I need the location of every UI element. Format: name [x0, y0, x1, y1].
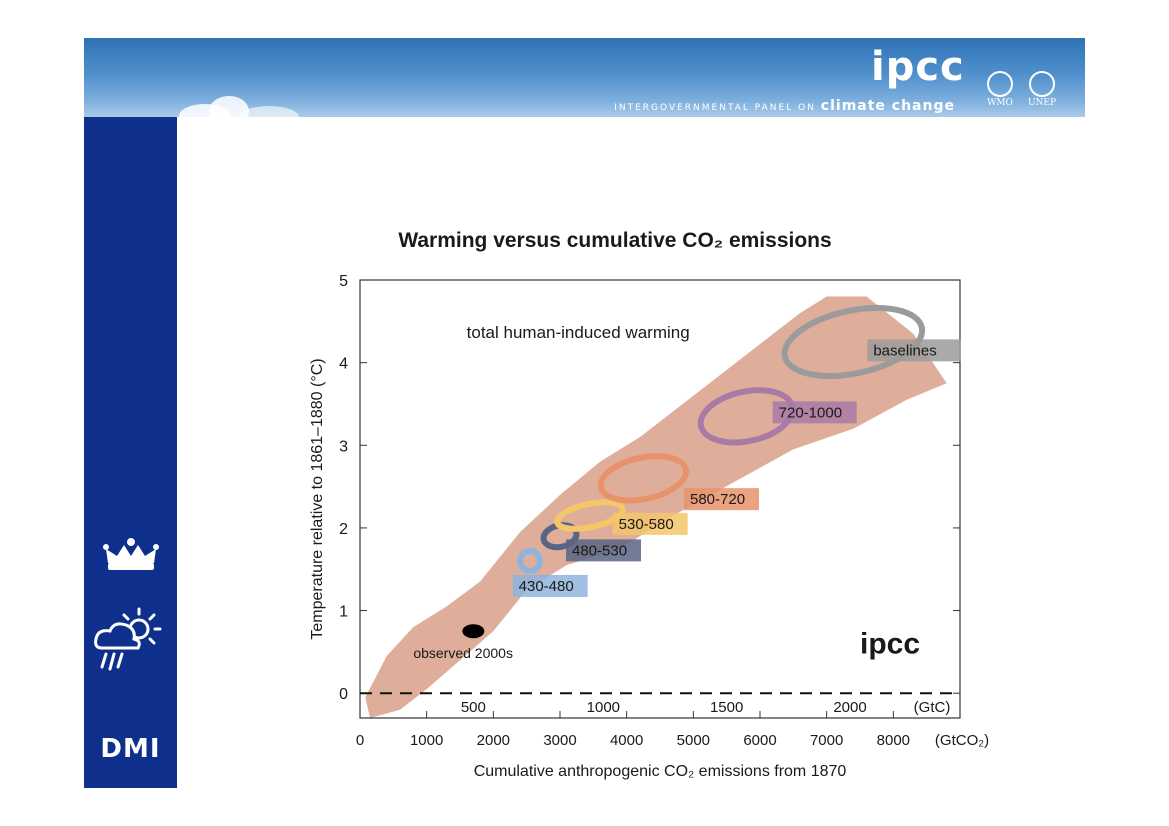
scenario-ellipse [517, 548, 543, 574]
org-name-text: INTERGOVERNMENTAL PANEL ON [614, 103, 816, 113]
secondary-x-tick-label: 2000 [833, 699, 866, 716]
ipcc-watermark: ipcc [860, 628, 920, 661]
scenario-label: 530-580 [619, 516, 674, 533]
plot-frame [359, 279, 961, 719]
scenario-label: 580-720 [690, 491, 745, 508]
y-tick-label: 4 [339, 356, 348, 373]
scenario-label-bg [512, 574, 588, 597]
scenario-ellipse [597, 453, 689, 504]
scenario-label: 430-480 [519, 578, 574, 595]
wmo-logo: WMO [982, 71, 1018, 108]
unep-logo: UNEP [1024, 71, 1060, 108]
ipcc-org-name: INTERGOVERNMENTAL PANEL ON climate chang… [614, 98, 955, 114]
warming-chart: Warming versus cumulative CO₂ emissions … [309, 229, 989, 780]
x-tick-label: 6000 [743, 732, 776, 749]
y-tick-label: 3 [339, 438, 348, 455]
secondary-x-tick-label: 1500 [710, 699, 743, 716]
plot-area: total human-induced warming 0 1 2 3 4 5 0 1000 20… [309, 273, 989, 780]
org-name-climate-change: climate change [820, 98, 955, 114]
y-tick-label: 5 [339, 273, 348, 290]
x-tick-label: 7000 [810, 732, 843, 749]
y-tick-label: 2 [339, 521, 348, 538]
x-axis-label: Cumulative anthropogenic CO₂ emissions f… [474, 763, 847, 780]
y-axis-label: Temperature relative to 1861–1880 (°C) [309, 358, 326, 639]
scenario-label-bg [684, 488, 759, 511]
unep-emblem-icon [1029, 71, 1055, 97]
ipcc-logo: ipcc [871, 44, 965, 90]
dmi-emblem [94, 538, 162, 671]
weather-sun-cloud-rain-icon [94, 607, 162, 671]
observed-point [462, 624, 485, 639]
scenario-label: baselines [873, 342, 936, 359]
x-tick-label: 0 [356, 732, 364, 749]
x-tick-label: 8000 [877, 732, 910, 749]
observed-label: observed 2000s [413, 645, 513, 661]
secondary-x-unit-label: (GtC) [914, 699, 951, 716]
scenario-ellipse [781, 304, 926, 379]
y-tick-label: 1 [339, 604, 348, 621]
x-tick-label: 4000 [610, 732, 643, 749]
x-unit-label: (GtCO₂) [935, 732, 989, 749]
wmo-label: WMO [987, 98, 1013, 108]
dmi-sidebar: DMI [84, 117, 177, 788]
secondary-x-tick-label: 500 [461, 699, 486, 716]
crown-icon [103, 538, 159, 570]
x-tick-label: 1000 [410, 732, 443, 749]
unep-label: UNEP [1027, 98, 1057, 108]
x-tick-label: 5000 [677, 732, 710, 749]
chart-title: Warming versus cumulative CO₂ emissions [398, 229, 831, 252]
band-label: total human-induced warming [467, 323, 690, 342]
wmo-emblem-icon [987, 71, 1013, 97]
y-tick-label: 0 [339, 686, 348, 703]
scenario-label-bg [867, 339, 961, 362]
ipcc-banner: ipcc INTERGOVERNMENTAL PANEL ON climate … [84, 38, 1085, 117]
cloud-decoration [209, 96, 249, 117]
scenario-label-bg [772, 401, 857, 424]
x-tick-label: 2000 [477, 732, 510, 749]
secondary-x-tick-label: 1000 [587, 699, 620, 716]
scenario-ellipse [554, 499, 626, 532]
dmi-logo-text: DMI [100, 734, 161, 764]
scenario-label: 480-530 [572, 542, 627, 559]
scenario-label-bg [566, 539, 641, 562]
x-tick-label: 3000 [543, 732, 576, 749]
cloud-decoration [239, 106, 299, 117]
scenario-label-bg [612, 512, 688, 535]
scenario-label: 720-1000 [779, 404, 842, 421]
